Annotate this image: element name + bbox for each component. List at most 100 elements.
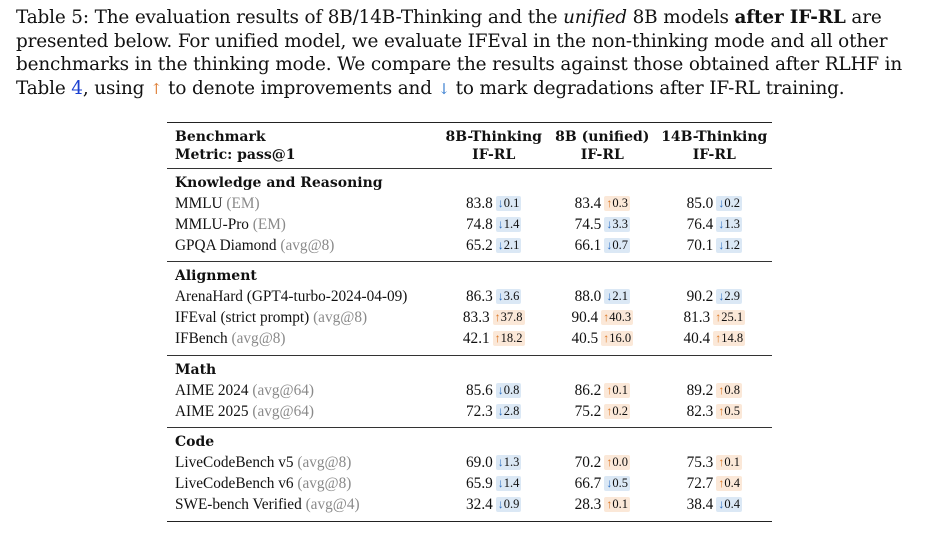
- score-value: 74.5: [574, 215, 602, 233]
- delta-badge: ↑0.2: [604, 403, 630, 419]
- delta-badge: ↑0.4: [716, 476, 742, 492]
- delta-badge: ↓1.3: [716, 216, 742, 232]
- score-cell: 65.9 ↓1.4: [439, 474, 548, 495]
- delta-value: 40.3: [609, 310, 632, 325]
- score-value: 86.2: [574, 381, 602, 399]
- score-value: 66.1: [574, 236, 602, 254]
- down-arrow-icon: ↓: [718, 496, 725, 511]
- down-arrow-icon: ↓: [497, 216, 504, 231]
- section-title: Alignment: [175, 268, 257, 285]
- benchmark-name: LiveCodeBench v5: [175, 454, 294, 472]
- down-arrow-icon: ↓: [606, 237, 613, 252]
- caption-text: , using: [82, 77, 150, 99]
- up-arrow-icon: ↑: [718, 476, 725, 491]
- down-arrow-icon: ↓: [497, 403, 504, 418]
- benchmark-name: GPQA Diamond: [175, 236, 277, 254]
- delta-badge: ↓2.8: [495, 403, 522, 419]
- down-arrow-icon: ↓: [718, 289, 725, 304]
- up-arrow-icon: ↑: [606, 455, 613, 470]
- benchmark-note: (avg@64): [252, 381, 315, 399]
- score-cell: 70.1 ↓1.2: [657, 236, 772, 257]
- score-value: 40.5: [571, 329, 599, 347]
- benchmark-note: (EM): [252, 215, 286, 233]
- caption-text: are presented below. For unified model, …: [16, 7, 903, 99]
- score-cell: 75.2 ↑0.2: [548, 402, 657, 423]
- up-arrow-icon: ↑: [715, 330, 722, 345]
- table-reference-link[interactable]: 4: [71, 77, 83, 99]
- down-arrow-icon: ↓: [718, 196, 725, 210]
- up-arrow-icon: ↑: [715, 310, 722, 325]
- header-benchmark: Benchmark: [175, 129, 266, 145]
- score-value: 28.3: [574, 495, 602, 513]
- score-value: 72.7: [686, 475, 714, 493]
- score-value: 42.1: [462, 329, 490, 347]
- score-cell: 86.2 ↑0.1: [548, 381, 657, 402]
- delta-badge: ↓0.1: [495, 196, 522, 211]
- score-value: 83.4: [574, 195, 602, 212]
- delta-badge: ↓0.5: [604, 476, 630, 492]
- benchmark-cell: IFEval (strict prompt) (avg@8): [167, 308, 439, 329]
- delta-value: 2.8: [503, 403, 520, 418]
- table-section: Alignment ArenaHard (GPT4-turbo-2024-04-0…: [167, 262, 772, 354]
- up-arrow-icon: ↑: [494, 310, 501, 325]
- caption-emphasis-unified: unified: [563, 7, 627, 28]
- score-cell: 85.0 ↓0.2: [657, 194, 772, 215]
- down-arrow-icon: ↓: [606, 216, 613, 231]
- table-row: IFEval (strict prompt) (avg@8) 83.3 ↑37.8 9…: [167, 308, 772, 329]
- section-rule: [167, 354, 772, 356]
- table-section: Code LiveCodeBench v5 (avg@8) 69.0 ↓1.3 70.2…: [167, 428, 772, 520]
- score-value: 86.3: [466, 288, 493, 306]
- delta-badge: ↓0.8: [495, 382, 522, 398]
- header-col-8b-thinking: 8B-Thinking IF-RL: [439, 128, 548, 164]
- score-value: 76.4: [686, 215, 714, 233]
- score-cell: 75.3 ↑0.1: [657, 453, 772, 474]
- delta-value: 0.4: [724, 496, 740, 511]
- score-cell: 28.3 ↑0.1: [548, 495, 657, 516]
- delta-value: 1.4: [503, 216, 520, 231]
- benchmark-note: (avg@8): [313, 309, 368, 327]
- down-arrow-icon: ↓: [497, 476, 504, 491]
- table-top-rule: [167, 122, 772, 123]
- score-value: 32.4: [466, 495, 493, 513]
- table-row: SWE-bench Verified (avg@4) 32.4 ↓ 0.9 28.3 ↑0…: [167, 495, 772, 516]
- score-value: 90.4: [571, 309, 599, 327]
- down-arrow-icon: ↓: [606, 289, 613, 304]
- header-col-title: 14B-Thinking: [661, 129, 768, 145]
- table-bottom-rule: [167, 520, 772, 522]
- benchmark-note: (avg@4): [305, 495, 360, 513]
- caption-text: 8B models: [626, 7, 735, 28]
- down-arrow-icon: ↓: [606, 476, 613, 491]
- score-value: 66.7: [574, 475, 602, 493]
- score-value: 40.4: [683, 329, 711, 347]
- benchmark-name: SWE-bench Verified: [175, 495, 302, 513]
- delta-badge: ↓1.4: [495, 476, 522, 492]
- benchmark-name: AIME 2024: [175, 381, 249, 399]
- table-row: AIME 2025 (avg@64) 72.3 ↓2.8 75.2 ↑0.2 82.3 ↑0…: [167, 402, 772, 423]
- down-arrow-icon: ↓: [497, 289, 504, 304]
- delta-value: 0.5: [612, 476, 628, 491]
- score-cell: 89.2 ↑0.8: [657, 381, 772, 402]
- header-col-title: 8B-Thinking: [445, 129, 542, 145]
- benchmark-cell: LiveCodeBench v5 (avg@8): [167, 453, 439, 474]
- benchmark-cell: SWE-bench Verified (avg@4): [167, 495, 439, 516]
- delta-value: 25.1: [721, 310, 744, 325]
- score-cell: 40.4 ↑14.8: [657, 329, 772, 350]
- benchmark-cell: LiveCodeBench v6 (avg@8): [167, 474, 439, 495]
- score-cell: 90.2 ↓2.9: [657, 287, 772, 308]
- benchmark-name: ArenaHard (GPT4-turbo-2024-04-09): [175, 288, 408, 306]
- section-title: Math: [175, 361, 217, 378]
- score-cell: 83.3 ↑37.8: [439, 308, 548, 329]
- delta-value: 14.8: [721, 330, 744, 345]
- header-col-8b-unified: 8B (unified) IF-RL: [548, 128, 657, 164]
- delta-value: 0.1: [503, 196, 520, 210]
- header-col-title: 8B (unified): [555, 129, 650, 145]
- delta-value: 0.1: [724, 455, 740, 470]
- delta-value: 0.9: [503, 496, 520, 511]
- score-value: 70.2: [574, 454, 602, 472]
- score-value: 38.4: [686, 495, 714, 513]
- delta-value: 0.8: [724, 382, 740, 397]
- benchmark-name: MMLU-Pro: [175, 215, 249, 233]
- delta-badge: ↓0.7: [604, 237, 630, 253]
- table-row: MMLU-Pro (EM) 74.8 ↓1.4 74.5 ↓3.3 76.4 ↓1.3: [167, 215, 772, 236]
- score-cell: 65.2 ↓2.1: [439, 236, 548, 257]
